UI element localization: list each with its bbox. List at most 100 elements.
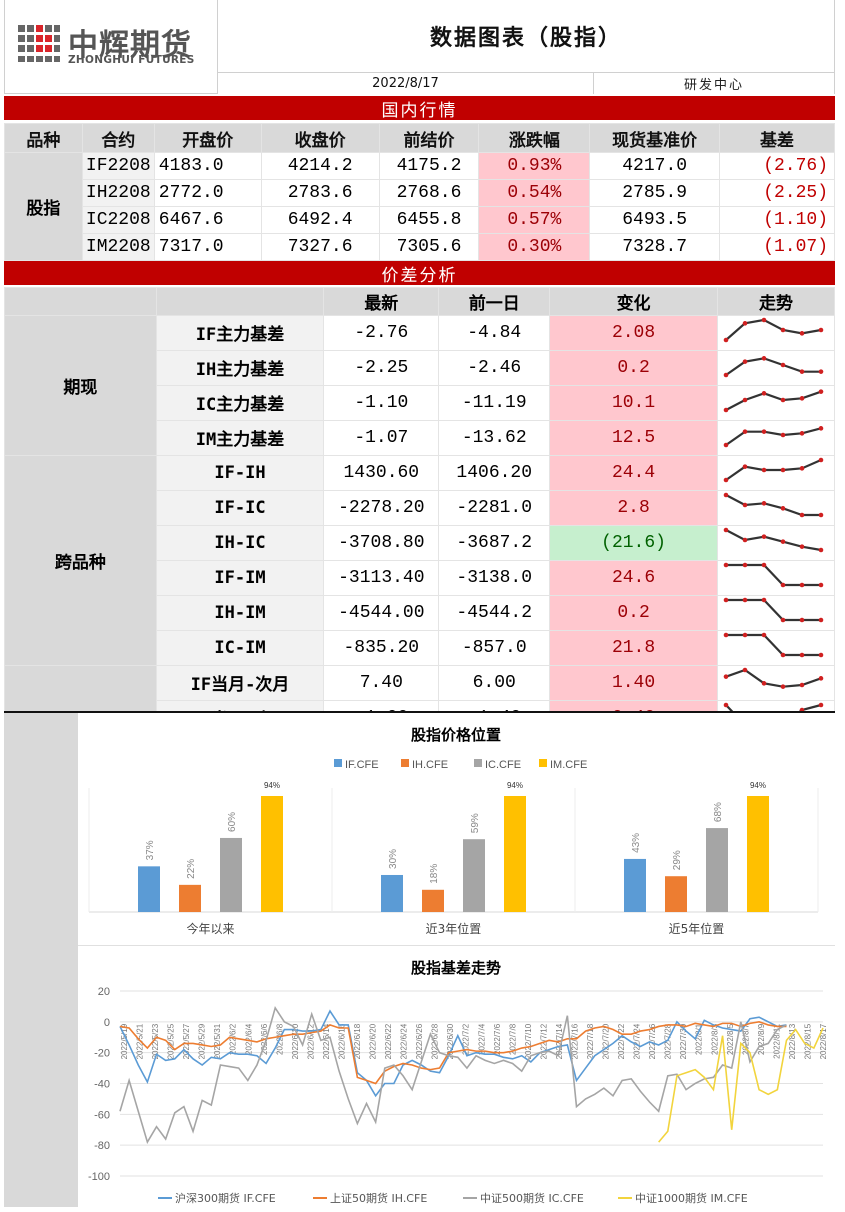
svg-text:60%: 60%	[227, 812, 238, 832]
svg-text:94%: 94%	[264, 781, 280, 790]
sparkline-icon	[724, 492, 824, 517]
svg-text:2022/6/4: 2022/6/4	[244, 1023, 253, 1055]
prev-settle-cell: 7305.6	[378, 233, 480, 261]
table-row: IH主力基差 -2.25 -2.46 0.2	[5, 349, 836, 386]
col-header: 最新	[323, 287, 440, 316]
svg-text:43%: 43%	[631, 833, 642, 853]
table-row: IC2208 6467.6 6492.4 6455.8 0.57% 6493.5…	[5, 206, 835, 234]
change-cell: 21.8	[549, 629, 718, 666]
open-cell: 4183.0	[153, 152, 262, 180]
prev-day-cell: -2.46	[438, 349, 551, 386]
svg-text:2022/8/11: 2022/8/11	[772, 1023, 781, 1059]
spot-cell: 7328.7	[589, 233, 721, 261]
category-label: 股指	[4, 152, 83, 261]
svg-text:2022/7/26: 2022/7/26	[648, 1023, 657, 1059]
svg-text:2022/5/23: 2022/5/23	[151, 1023, 160, 1059]
svg-text:-60: -60	[94, 1109, 110, 1121]
col-header: 涨跌幅	[478, 123, 591, 153]
open-cell: 7317.0	[153, 233, 262, 261]
change-cell: 24.4	[549, 454, 718, 491]
svg-text:2022/6/20: 2022/6/20	[369, 1023, 378, 1059]
svg-text:2022/8/17: 2022/8/17	[819, 1023, 828, 1059]
sparkline	[716, 384, 836, 421]
svg-text:2022/5/29: 2022/5/29	[198, 1023, 207, 1059]
svg-text:2022/7/16: 2022/7/16	[570, 1023, 579, 1059]
latest-cell: 7.40	[323, 664, 440, 701]
change-cell: (21.6)	[549, 524, 718, 561]
svg-text:2022/7/24: 2022/7/24	[633, 1023, 642, 1059]
close-cell: 7327.6	[260, 233, 380, 261]
sparkline-icon	[724, 527, 824, 552]
svg-text:2022/8/5: 2022/8/5	[726, 1023, 735, 1055]
svg-text:2022/7/2: 2022/7/2	[462, 1023, 471, 1055]
svg-text:2022/7/22: 2022/7/22	[617, 1023, 626, 1059]
prev-day-cell: -3138.0	[438, 559, 551, 596]
sparkline-icon	[724, 562, 824, 587]
latest-cell: -1.07	[323, 419, 440, 456]
spread-label: IF-IH	[155, 454, 325, 491]
svg-text:-20: -20	[94, 1048, 110, 1060]
spread-label: IF当月-次月	[155, 664, 325, 701]
change-cell: 12.5	[549, 419, 718, 456]
latest-cell: -1.10	[323, 384, 440, 421]
open-cell: 2772.0	[153, 179, 262, 207]
col-header: 走势	[716, 287, 836, 316]
page-title: 数据图表（股指）	[218, 0, 835, 72]
svg-text:2022/7/4: 2022/7/4	[477, 1023, 486, 1055]
close-cell: 2783.6	[260, 179, 380, 207]
prev-day-cell: -857.0	[438, 629, 551, 666]
spot-cell: 4217.0	[589, 152, 721, 180]
col-header: 前结价	[378, 123, 480, 153]
sparkline	[716, 629, 836, 666]
change-pct-cell: 0.54%	[478, 179, 591, 207]
sparkline	[716, 559, 836, 596]
domestic-market-table: 品种 合约 开盘价 收盘价 前结价 涨跌幅 现货基准价 基差 股指 IF2208…	[4, 123, 835, 261]
chart-title: 股指基差走势	[411, 959, 501, 977]
svg-text:2022/8/1: 2022/8/1	[695, 1023, 704, 1055]
svg-text:2022/6/26: 2022/6/26	[415, 1023, 424, 1059]
sparkline-icon	[724, 388, 824, 412]
prev-day-cell: -3687.2	[438, 524, 551, 561]
svg-text:2022/6/28: 2022/6/28	[431, 1023, 440, 1059]
sparkline	[716, 349, 836, 386]
basis-cell: (2.25)	[719, 179, 835, 207]
svg-text:2022/7/8: 2022/7/8	[508, 1023, 517, 1055]
group-label: 跨品种	[4, 454, 157, 666]
svg-text:18%: 18%	[429, 864, 440, 884]
spread-label: IH主力基差	[155, 349, 325, 386]
spread-label: IC-IM	[155, 629, 325, 666]
svg-text:2022/8/15: 2022/8/15	[803, 1023, 812, 1059]
svg-text:IH.CFE: IH.CFE	[412, 759, 448, 771]
svg-text:近3年位置: 近3年位置	[426, 921, 482, 936]
latest-cell: -835.20	[323, 629, 440, 666]
latest-cell: -2278.20	[323, 489, 440, 526]
table-header-row: 品种 合约 开盘价 收盘价 前结价 涨跌幅 现货基准价 基差	[4, 123, 835, 153]
group-label: 期现	[4, 314, 157, 456]
spread-label: IM主力基差	[155, 419, 325, 456]
prev-day-cell: 1406.20	[438, 454, 551, 491]
spread-label: IF主力基差	[155, 314, 325, 351]
col-header: 现货基准价	[589, 123, 721, 153]
logo-panel	[4, 0, 218, 94]
svg-text:2022/7/6: 2022/7/6	[493, 1023, 502, 1055]
latest-cell: 1430.60	[323, 454, 440, 491]
table-row: IH-IC -3708.80 -3687.2 (21.6)	[5, 524, 836, 561]
svg-text:2022/6/18: 2022/6/18	[353, 1023, 362, 1059]
col-header: 基差	[719, 123, 835, 153]
change-cell: 0.2	[549, 594, 718, 631]
contract-cell: IF2208	[81, 152, 155, 180]
contract-cell: IH2208	[81, 179, 155, 207]
divider	[4, 711, 835, 713]
svg-text:-40: -40	[94, 1079, 110, 1091]
change-pct-cell: 0.93%	[478, 152, 591, 180]
section-header-domestic: 国内行情	[4, 96, 835, 121]
sparkline-icon	[724, 355, 824, 377]
sparkline-icon	[724, 597, 824, 622]
basis-cell: (1.10)	[719, 206, 835, 234]
svg-text:2022/5/31: 2022/5/31	[213, 1023, 222, 1059]
svg-text:上证50期货 IH.CFE: 上证50期货 IH.CFE	[330, 1191, 427, 1205]
svg-text:2022/7/30: 2022/7/30	[679, 1023, 688, 1059]
prev-settle-cell: 2768.6	[378, 179, 480, 207]
group-header-blank	[4, 287, 157, 316]
change-cell: 24.6	[549, 559, 718, 596]
